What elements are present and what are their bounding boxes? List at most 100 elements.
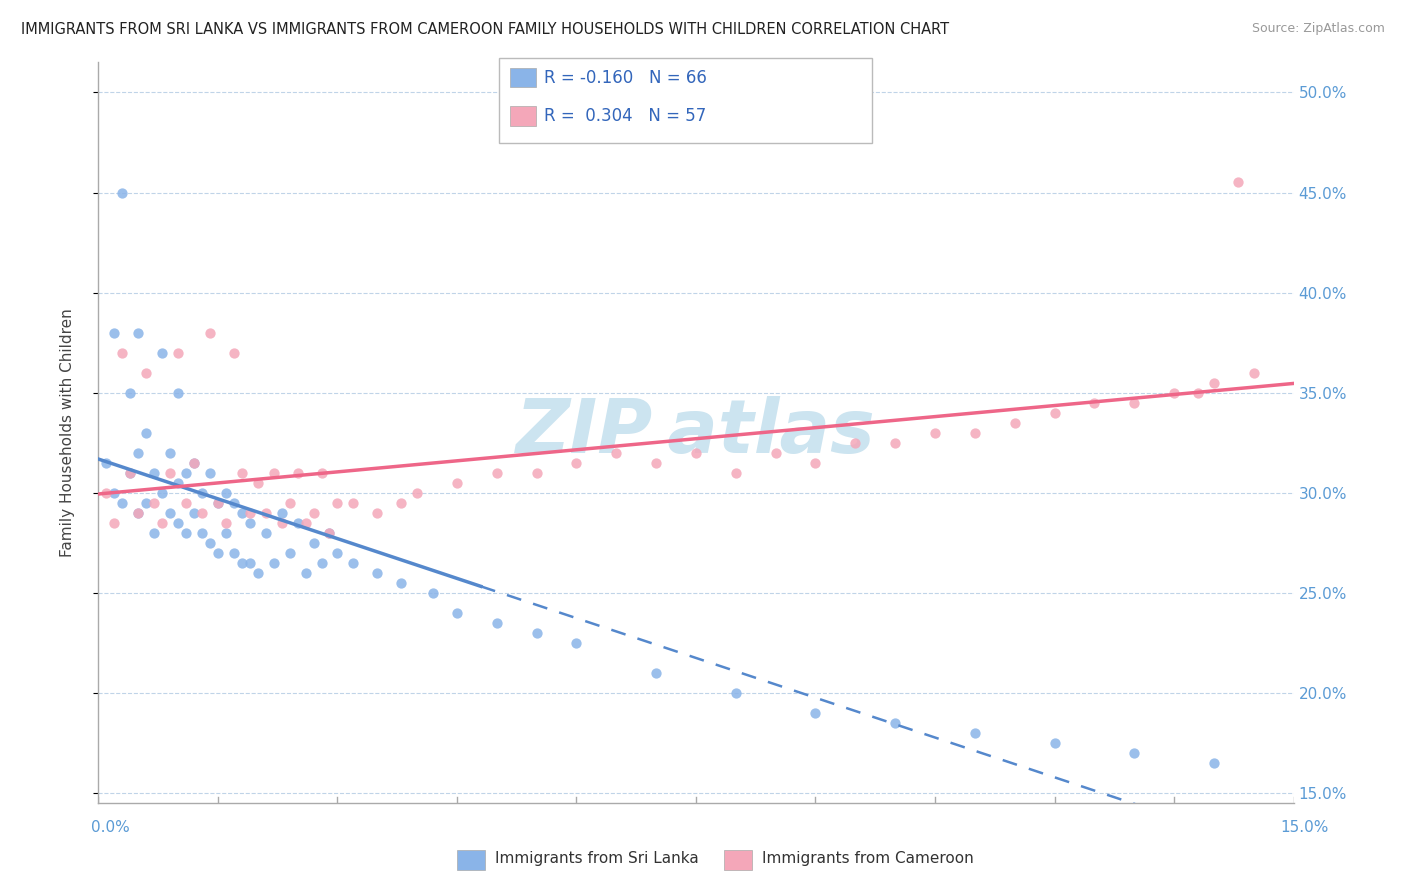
Point: [159, 506, 181, 520]
Point: [246, 566, 269, 580]
Point: [167, 475, 190, 490]
Point: [127, 326, 149, 340]
Text: R =  0.304   N = 57: R = 0.304 N = 57: [544, 107, 706, 125]
Point: [406, 485, 429, 500]
Text: Source: ZipAtlas.com: Source: ZipAtlas.com: [1251, 22, 1385, 36]
Point: [924, 425, 946, 440]
Point: [198, 466, 221, 480]
Point: [239, 516, 262, 530]
Point: [302, 535, 325, 549]
Point: [167, 385, 190, 400]
Point: [270, 506, 292, 520]
Point: [111, 186, 134, 200]
Point: [127, 445, 149, 459]
Point: [143, 466, 166, 480]
Point: [446, 475, 468, 490]
Point: [1187, 385, 1209, 400]
Point: [1083, 395, 1105, 409]
Point: [287, 466, 309, 480]
Point: [96, 485, 118, 500]
Point: [239, 506, 262, 520]
Point: [366, 566, 388, 580]
Point: [342, 556, 364, 570]
Point: [287, 516, 309, 530]
Point: [318, 525, 340, 540]
Point: [111, 345, 134, 359]
Point: [111, 496, 134, 510]
Point: [222, 546, 245, 560]
Point: [389, 496, 412, 510]
Point: [167, 516, 190, 530]
Point: [963, 425, 986, 440]
Point: [246, 475, 269, 490]
Point: [963, 725, 986, 739]
Point: [804, 706, 827, 720]
Point: [96, 456, 118, 470]
Point: [127, 506, 149, 520]
Point: [1202, 756, 1225, 770]
Point: [422, 585, 444, 599]
Point: [174, 466, 197, 480]
Point: [120, 466, 142, 480]
Point: [183, 506, 205, 520]
Text: IMMIGRANTS FROM SRI LANKA VS IMMIGRANTS FROM CAMEROON FAMILY HOUSEHOLDS WITH CHI: IMMIGRANTS FROM SRI LANKA VS IMMIGRANTS …: [21, 22, 949, 37]
Point: [565, 456, 588, 470]
Point: [526, 466, 548, 480]
Point: [183, 456, 205, 470]
Point: [884, 435, 907, 450]
Point: [254, 506, 277, 520]
Point: [485, 615, 508, 630]
Point: [278, 496, 301, 510]
Point: [135, 366, 157, 380]
Point: [120, 466, 142, 480]
Point: [254, 525, 277, 540]
Point: [207, 546, 229, 560]
Point: [1243, 366, 1265, 380]
Text: 0.0%: 0.0%: [91, 821, 131, 835]
Point: [150, 485, 173, 500]
Point: [326, 546, 349, 560]
Point: [278, 546, 301, 560]
Point: [135, 496, 157, 510]
Text: ZIP atlas: ZIP atlas: [516, 396, 876, 469]
Point: [485, 466, 508, 480]
Text: Immigrants from Cameroon: Immigrants from Cameroon: [762, 851, 974, 865]
Point: [526, 625, 548, 640]
Point: [844, 435, 866, 450]
Point: [294, 516, 316, 530]
Point: [645, 665, 668, 680]
Text: 15.0%: 15.0%: [1281, 821, 1329, 835]
Point: [765, 445, 787, 459]
Point: [103, 516, 125, 530]
Point: [127, 506, 149, 520]
Point: [1043, 406, 1066, 420]
Point: [183, 456, 205, 470]
Point: [311, 556, 333, 570]
Point: [1123, 395, 1146, 409]
Point: [342, 496, 364, 510]
Point: [318, 525, 340, 540]
Point: [884, 715, 907, 730]
Point: [103, 485, 125, 500]
Point: [1202, 376, 1225, 390]
Point: [302, 506, 325, 520]
Point: [366, 506, 388, 520]
Point: [120, 385, 142, 400]
Point: [231, 556, 253, 570]
Point: [215, 516, 238, 530]
Point: [1226, 176, 1249, 190]
Point: [311, 466, 333, 480]
Point: [804, 456, 827, 470]
Point: [294, 566, 316, 580]
Point: [143, 496, 166, 510]
Point: [1043, 736, 1066, 750]
Point: [135, 425, 157, 440]
Point: [724, 466, 747, 480]
Point: [1004, 416, 1026, 430]
Point: [1123, 746, 1146, 760]
Point: [326, 496, 349, 510]
Point: [446, 606, 468, 620]
Point: [389, 575, 412, 590]
Point: [1163, 385, 1185, 400]
Point: [159, 466, 181, 480]
